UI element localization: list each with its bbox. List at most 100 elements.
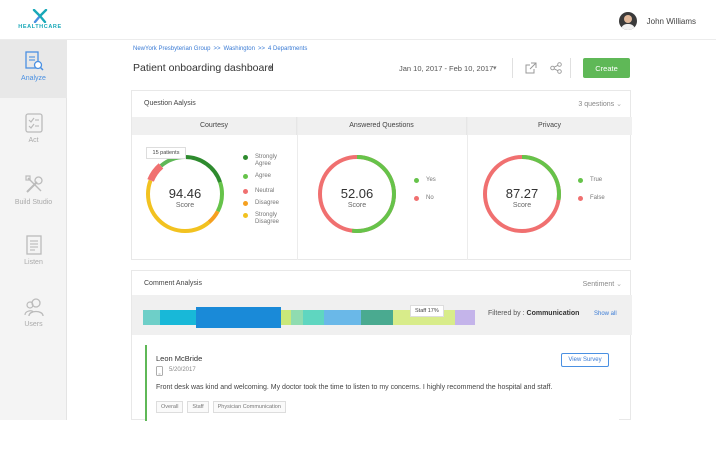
- share-icon[interactable]: [550, 62, 562, 74]
- user-menu[interactable]: John Williams: [618, 12, 696, 30]
- users-icon: [23, 298, 44, 317]
- sidebar: Analyze Act Build Studio Listen: [0, 40, 67, 420]
- sidebar-item-analyze[interactable]: Analyze: [0, 40, 67, 98]
- topic-segment[interactable]: [196, 307, 281, 328]
- show-all-link[interactable]: Show all: [594, 311, 617, 317]
- legend-label: No: [426, 195, 434, 201]
- legend-label: True: [590, 177, 603, 183]
- privacy-legend: True False: [578, 177, 622, 207]
- privacy-score: 87.27: [505, 186, 539, 201]
- chevron-down-icon: ⌄: [616, 101, 622, 108]
- tag[interactable]: Overall: [156, 401, 184, 413]
- view-survey-button[interactable]: View Survey: [561, 353, 609, 367]
- create-button[interactable]: Create: [583, 58, 630, 78]
- legend-item[interactable]: Neutral: [243, 188, 293, 195]
- legend-item[interactable]: Disagree: [243, 200, 293, 207]
- filter-prefix: Filtered by :: [488, 310, 525, 317]
- tag[interactable]: Physician Communication: [212, 401, 286, 413]
- analyze-icon: [24, 51, 44, 71]
- breadcrumb-item[interactable]: 4 Departments: [267, 46, 308, 52]
- legend-label: Yes: [426, 177, 436, 183]
- logo-text: HEALTHCARE: [18, 24, 62, 30]
- courtesy-legend: Strongly Agree Agree Neutral Disagree St…: [243, 154, 293, 231]
- phone-icon: [156, 366, 163, 376]
- topic-segment[interactable]: [160, 310, 196, 325]
- answered-score-label: Score: [347, 202, 367, 209]
- topic-segment[interactable]: [455, 310, 475, 325]
- answered-legend: Yes No: [414, 177, 454, 207]
- breadcrumb-item[interactable]: Washington: [223, 46, 255, 52]
- logo-mark-icon: [32, 9, 48, 23]
- legend-item[interactable]: No: [414, 195, 454, 202]
- sentiment-dropdown[interactable]: Sentiment ⌄: [583, 280, 622, 288]
- commenter-name: Leon McBride: [156, 354, 203, 363]
- legend-item[interactable]: Strongly Disagree: [243, 212, 293, 226]
- page-title[interactable]: Patient onboarding dashboard: [133, 62, 274, 74]
- topic-segment[interactable]: [291, 310, 303, 325]
- legend-item[interactable]: Agree: [243, 173, 293, 180]
- build-studio-icon: [24, 175, 43, 193]
- question-analysis-panel: Question Aalysis 3 questions ⌄ Courtesy …: [131, 90, 632, 260]
- breadcrumb-separator: >>: [213, 46, 221, 52]
- breadcrumb-item[interactable]: NewYork Presbyterian Group: [133, 46, 211, 52]
- legend-swatch: [243, 174, 248, 179]
- avatar[interactable]: [618, 12, 637, 30]
- date-range-picker[interactable]: Jan 10, 2017 - Feb 10, 2017: [399, 64, 494, 73]
- sort-label: Sentiment: [582, 281, 615, 288]
- strip-tooltip: Staff 17%: [410, 305, 444, 317]
- legend-swatch: [414, 196, 419, 201]
- comment-date: 5/20/2017: [169, 367, 196, 373]
- breadcrumb-separator: >>: [257, 46, 265, 52]
- sidebar-item-label: Listen: [24, 259, 43, 266]
- filter-value: Communication: [526, 310, 580, 317]
- divider: [297, 117, 298, 260]
- legend-item[interactable]: Yes: [414, 177, 454, 184]
- gauge-tooltip: 15 patients: [146, 147, 186, 159]
- breadcrumb: NewYork Presbyterian Group >> Washington >>…: [133, 46, 307, 52]
- panel-title: Comment Analysis: [144, 280, 202, 287]
- answered-score: 52.06: [340, 186, 374, 201]
- sidebar-item-listen[interactable]: Listen: [0, 224, 67, 282]
- legend-label: Strongly Agree: [255, 154, 278, 167]
- user-name: John Williams: [646, 16, 696, 26]
- tag[interactable]: Staff: [187, 401, 209, 413]
- courtesy-score-label: Score: [175, 202, 195, 209]
- legend-swatch: [243, 189, 248, 194]
- topic-segment[interactable]: [361, 310, 393, 325]
- legend-label: Neutral: [255, 188, 275, 194]
- legend-item[interactable]: Strongly Agree: [243, 154, 293, 168]
- legend-item[interactable]: True: [578, 177, 622, 184]
- sidebar-item-label: Analyze: [21, 75, 46, 82]
- topic-segment[interactable]: [324, 310, 361, 325]
- legend-swatch: [243, 155, 248, 160]
- comment-card: Leon McBride 5/20/2017 View Survey Front…: [145, 345, 619, 421]
- column-header-privacy: Privacy: [467, 117, 632, 135]
- topic-segment[interactable]: [143, 310, 160, 325]
- privacy-gauge[interactable]: [481, 153, 563, 235]
- logo[interactable]: HEALTHCARE: [18, 9, 62, 30]
- sidebar-item-build-studio[interactable]: Build Studio: [0, 164, 67, 222]
- legend-label: Disagree: [255, 200, 280, 206]
- legend-item[interactable]: False: [578, 195, 622, 202]
- question-count-dropdown[interactable]: 3 questions ⌄: [578, 100, 622, 108]
- comment-analysis-panel: Comment Analysis Sentiment ⌄ Staff 17% F…: [131, 270, 632, 421]
- divider: [512, 58, 513, 78]
- chevron-down-icon[interactable]: ▾: [493, 65, 497, 72]
- column-header-courtesy: Courtesy: [132, 117, 297, 135]
- topic-segment[interactable]: [303, 310, 324, 325]
- legend-label: Agree: [255, 173, 272, 179]
- question-count: 3 questions: [578, 101, 615, 108]
- chevron-down-icon[interactable]: ▾: [269, 65, 273, 72]
- sidebar-item-users[interactable]: Users: [0, 286, 67, 344]
- topic-strip[interactable]: [143, 307, 475, 328]
- comment-text: Front desk was kind and welcoming. My do…: [156, 384, 553, 391]
- export-icon[interactable]: [525, 62, 537, 74]
- sidebar-item-act[interactable]: Act: [0, 102, 67, 160]
- panel-title: Question Aalysis: [144, 100, 196, 107]
- legend-swatch: [243, 201, 248, 206]
- topic-segment[interactable]: [281, 310, 291, 325]
- divider: [570, 58, 571, 78]
- legend-label: False: [590, 195, 605, 201]
- comment-tags: Overall Staff Physician Communication: [156, 401, 290, 413]
- answered-gauge[interactable]: [316, 153, 398, 235]
